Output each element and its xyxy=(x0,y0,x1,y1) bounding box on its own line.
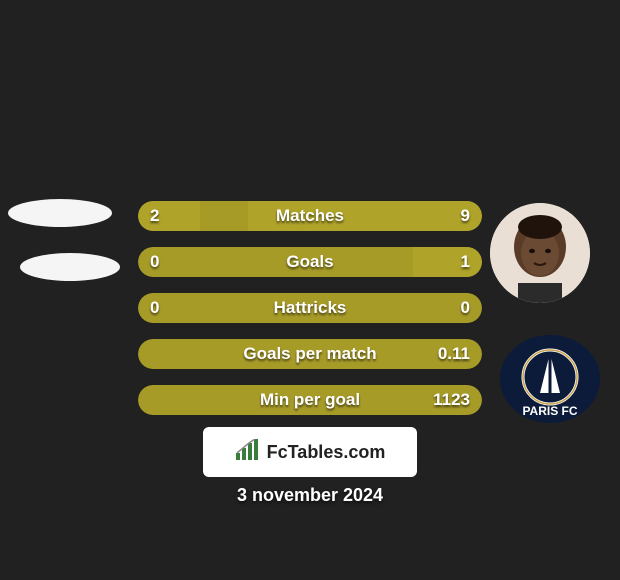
stat-rows: 2Matches90Goals10Hattricks0Goals per mat… xyxy=(138,201,482,431)
player-right-club-badge: PARIS FC xyxy=(500,335,600,423)
stat-label: Goals xyxy=(138,247,482,277)
stat-value-right: 0.11 xyxy=(438,339,470,369)
stat-label: Matches xyxy=(138,201,482,231)
stat-value-right: 1123 xyxy=(433,385,470,415)
player-left-avatar xyxy=(8,199,112,227)
svg-text:PARIS FC: PARIS FC xyxy=(522,404,577,418)
watermark-text: FcTables.com xyxy=(267,442,386,463)
stat-value-right: 1 xyxy=(461,247,470,277)
stat-row: 2Matches9 xyxy=(138,201,482,231)
stat-value-right: 0 xyxy=(461,293,470,323)
date: 3 november 2024 xyxy=(0,485,620,506)
stat-row: Goals per match0.11 xyxy=(138,339,482,369)
stat-label: Min per goal xyxy=(138,385,482,415)
stat-value-right: 9 xyxy=(461,201,470,231)
stat-label: Goals per match xyxy=(138,339,482,369)
stat-row: Min per goal1123 xyxy=(138,385,482,415)
stat-row: 0Goals1 xyxy=(138,247,482,277)
watermark-icon xyxy=(235,439,261,466)
stat-row: 0Hattricks0 xyxy=(138,293,482,323)
watermark: FcTables.com xyxy=(203,427,417,477)
player-left-club-badge xyxy=(20,253,120,281)
stat-label: Hattricks xyxy=(138,293,482,323)
player-right-avatar xyxy=(490,203,590,303)
